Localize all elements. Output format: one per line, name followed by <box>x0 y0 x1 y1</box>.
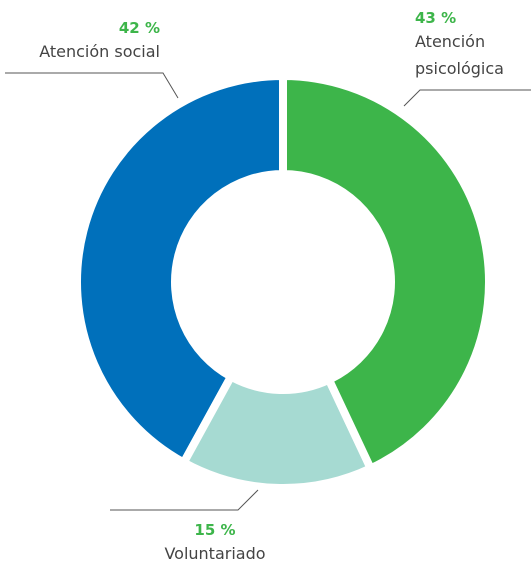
category-label: Voluntariado <box>164 544 266 563</box>
category-label: Atención social <box>39 42 160 61</box>
donut-slice <box>178 371 377 492</box>
label-group: 15 % Voluntariado <box>140 520 290 566</box>
label-group: 42 % Atención social <box>0 18 160 65</box>
value-label: 15 % <box>194 521 236 539</box>
value-label: 42 % <box>118 19 160 37</box>
donut-slice <box>279 71 493 474</box>
donut-slice <box>73 71 287 468</box>
value-label: 43 % <box>415 9 457 27</box>
category-label: Atención psicológica <box>415 32 504 78</box>
leader-line <box>403 89 531 107</box>
label-group: 43 % Atención psicológica <box>415 8 531 82</box>
leader-line <box>5 72 179 99</box>
leader-line <box>110 489 259 511</box>
